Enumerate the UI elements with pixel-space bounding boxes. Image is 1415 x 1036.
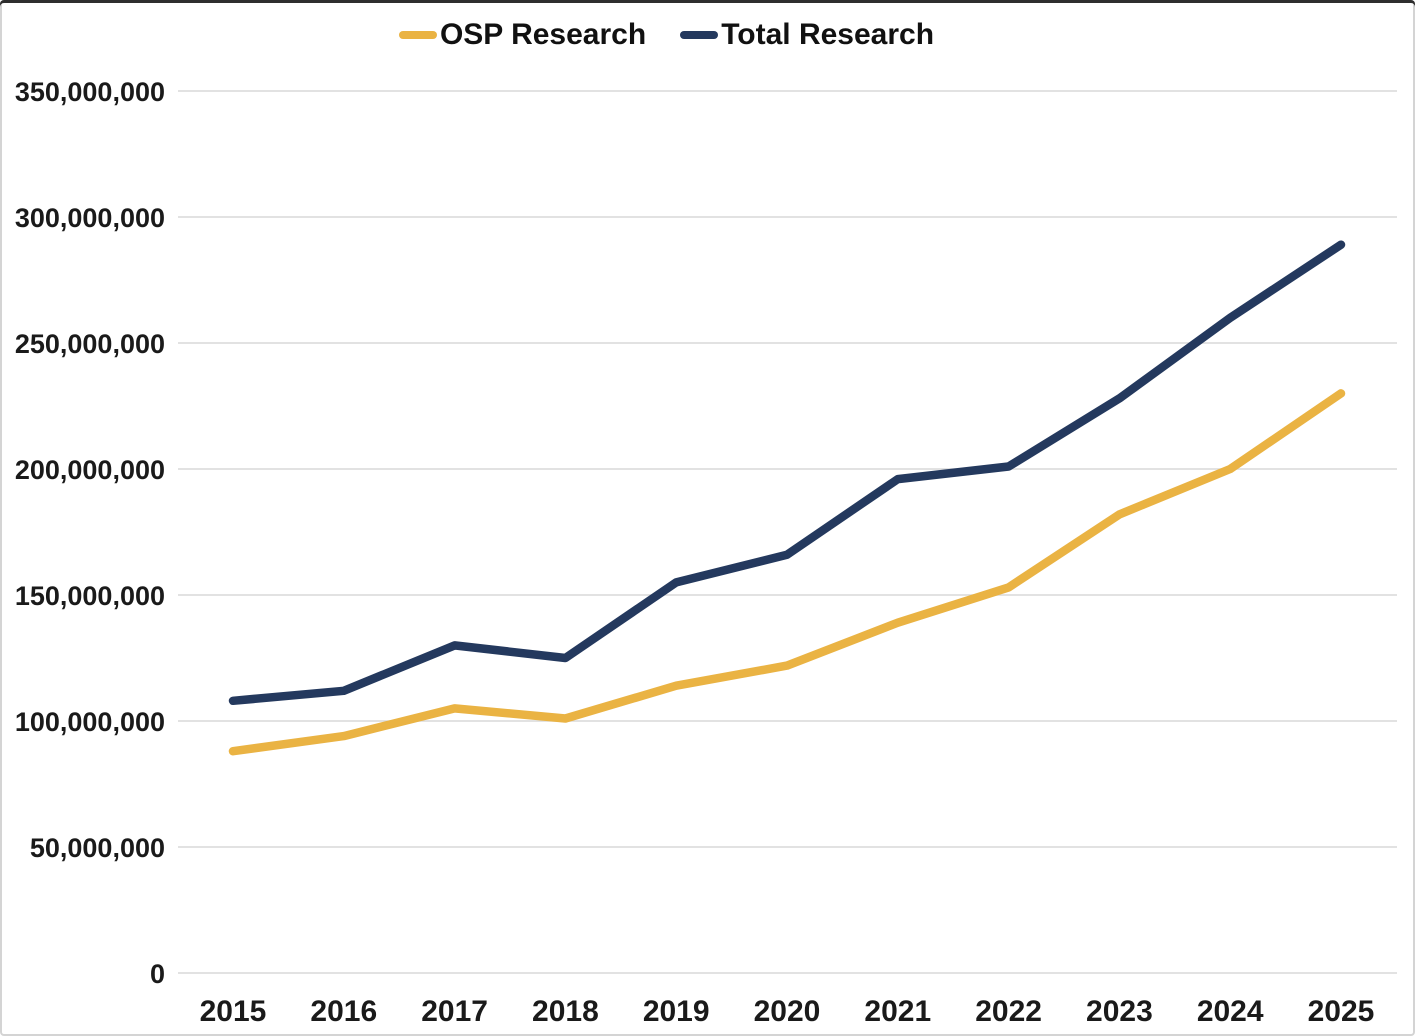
x-tick-label: 2024 — [1197, 995, 1264, 1028]
x-tick-label: 2018 — [532, 995, 599, 1028]
osp-research-series-label: OSP Research — [439, 18, 647, 51]
x-tick-label: 2022 — [975, 995, 1042, 1028]
osp-research-series-marker-icon — [398, 31, 437, 39]
x-tick-label: 2020 — [754, 995, 821, 1028]
x-tick-label: 2015 — [200, 995, 267, 1028]
y-tick-label: 350,000,000 — [15, 77, 165, 107]
x-tick-label: 2023 — [1086, 995, 1153, 1028]
x-tick-label: 2019 — [643, 995, 710, 1028]
series-line-total-research — [228, 240, 1346, 706]
x-tick-label: 2017 — [421, 995, 488, 1028]
x-tick-label: 2025 — [1308, 995, 1375, 1028]
total-research-series-marker-icon — [680, 31, 719, 39]
legend: OSP Research Total Research — [0, 20, 1415, 50]
legend-item-osp-research: OSP Research — [398, 18, 647, 51]
y-tick-label: 300,000,000 — [15, 203, 165, 233]
y-tick-label: 250,000,000 — [15, 329, 165, 359]
series-line-osp-research — [228, 389, 1346, 756]
y-tick-label: 0 — [150, 959, 165, 989]
y-tick-label: 50,000,000 — [30, 833, 165, 863]
total-research-series-label: Total Research — [721, 18, 935, 51]
y-tick-label: 100,000,000 — [15, 707, 165, 737]
x-tick-label: 2021 — [864, 995, 931, 1028]
y-tick-label: 150,000,000 — [15, 581, 165, 611]
legend-item-total-research: Total Research — [680, 20, 934, 50]
x-tick-label: 2016 — [310, 995, 377, 1028]
y-tick-label: 200,000,000 — [15, 455, 165, 485]
